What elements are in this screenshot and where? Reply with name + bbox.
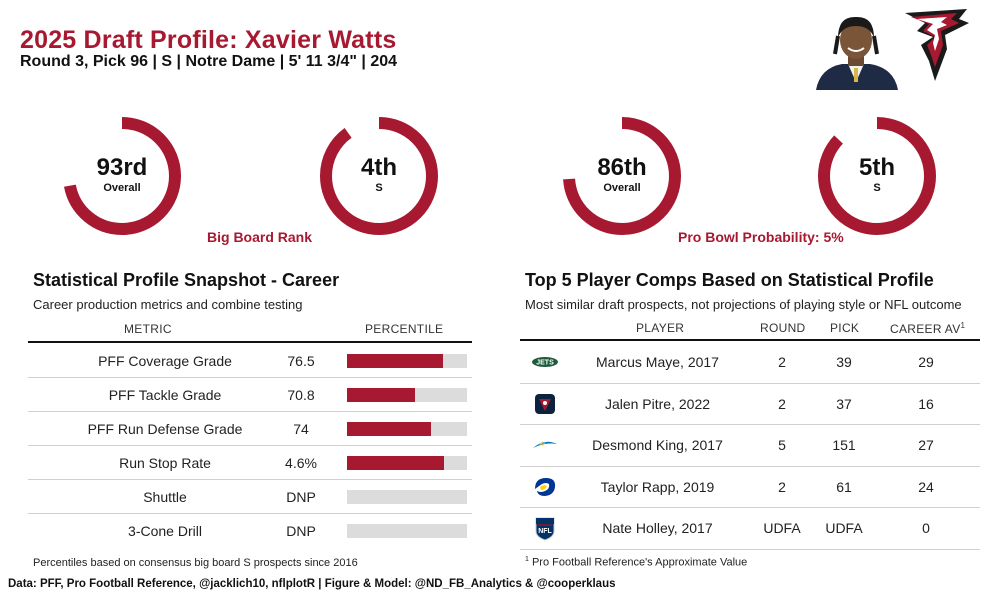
stat-metric-value: 74 <box>293 421 309 437</box>
comp-player-name: Desmond King, 2017 <box>592 437 723 453</box>
stat-metric-name: Run Stop Rate <box>119 455 211 471</box>
career-av-superscript: 1 <box>960 321 966 330</box>
stat-metric-name: Shuttle <box>143 489 187 505</box>
comps-footnote: 1 Pro Football Reference's Approximate V… <box>525 556 747 569</box>
comp-round: 2 <box>778 354 786 370</box>
percentile-bar-fill <box>347 388 416 402</box>
big-board-position-value: 4th <box>361 154 397 181</box>
percentile-bar-track <box>347 354 467 368</box>
percentile-bar-fill <box>347 354 443 368</box>
pro-bowl-position-ring <box>818 117 936 235</box>
row-divider <box>520 424 980 425</box>
percentile-bar-track <box>347 456 467 470</box>
career-av-label: CAREER AV <box>890 322 961 336</box>
comps-title: Top 5 Player Comps Based on Statistical … <box>525 270 934 290</box>
comp-round: 2 <box>778 478 786 495</box>
percentile-bar-fill <box>347 456 445 470</box>
row-divider <box>28 513 472 514</box>
comp-career-av: 29 <box>918 354 934 370</box>
comp-player-name: Nate Holley, 2017 <box>602 520 713 536</box>
stat-metric-name: PFF Coverage Grade <box>98 353 232 369</box>
row-divider <box>28 377 472 378</box>
comp-career-av: 16 <box>918 395 934 412</box>
credits-line: Data: PFF, Pro Football Reference, @jack… <box>8 578 616 590</box>
percentile-bar-track <box>347 524 467 538</box>
page-subtitle: Round 3, Pick 96 | S | Notre Dame | 5' 1… <box>20 53 398 70</box>
comp-pick: 39 <box>836 354 852 370</box>
comp-player-name: Taylor Rapp, 2019 <box>600 478 715 495</box>
texans-logo-icon <box>530 391 560 417</box>
rams-logo-icon <box>530 474 560 500</box>
player-column-header: PLAYER <box>636 321 685 335</box>
row-divider <box>520 507 980 508</box>
comp-pick: UDFA <box>825 520 863 536</box>
pro-bowl-overall-value: 86th <box>597 154 647 181</box>
row-divider <box>28 445 472 446</box>
percentile-column-header: PERCENTILE <box>365 322 444 336</box>
metric-column-header: METRIC <box>124 322 172 336</box>
comp-pick: 37 <box>836 395 852 412</box>
stat-profile-subtitle: Career production metrics and combine te… <box>33 297 303 312</box>
comps-footnote-text: Pro Football Reference's Approximate Val… <box>531 556 748 569</box>
comp-round: 2 <box>778 395 786 412</box>
row-divider <box>520 465 980 467</box>
comp-round: UDFA <box>763 520 801 536</box>
comp-pick: 151 <box>832 437 856 453</box>
big-board-position-ring <box>320 117 438 235</box>
stat-metric-value: 70.8 <box>287 387 315 403</box>
comp-player-name: Marcus Maye, 2017 <box>596 354 719 370</box>
row-divider <box>520 548 980 550</box>
career-av-column-header: CAREER AV1 <box>890 321 965 336</box>
percentile-bar-track <box>347 422 467 436</box>
stat-metric-value: DNP <box>286 523 316 539</box>
pro-bowl-caption: Pro Bowl Probability: 5% <box>678 229 844 245</box>
big-board-overall-ring <box>63 117 181 235</box>
big-board-position-label: S <box>375 182 383 194</box>
player-headshot <box>808 10 904 90</box>
row-divider <box>520 382 980 384</box>
falcons-logo-icon <box>905 9 969 81</box>
round-column-header: ROUND <box>760 321 806 335</box>
comp-player-name: Jalen Pitre, 2022 <box>604 395 711 412</box>
big-board-overall-label: Overall <box>103 182 141 194</box>
stat-profile-footnote: Percentiles based on consensus big board… <box>33 557 358 569</box>
chargers-logo-icon <box>530 432 560 458</box>
comps-header-rule <box>520 339 980 341</box>
pro-bowl-overall-ring <box>563 117 681 235</box>
big-board-caption: Big Board Rank <box>207 229 313 245</box>
pro-bowl-position-label: S <box>873 182 881 194</box>
comps-footnote-superscript: 1 <box>525 556 529 563</box>
row-divider <box>28 479 472 480</box>
pick-column-header: PICK <box>830 321 860 335</box>
stat-metric-name: PFF Run Defense Grade <box>87 421 243 437</box>
comp-pick: 61 <box>836 478 852 495</box>
comp-career-av: 27 <box>918 437 934 453</box>
svg-text:NFL: NFL <box>538 528 552 535</box>
stat-metric-name: PFF Tackle Grade <box>108 387 222 403</box>
comp-career-av: 24 <box>918 478 934 495</box>
percentile-bar-track <box>347 490 467 504</box>
comp-career-av: 0 <box>922 520 930 536</box>
comps-subtitle: Most similar draft prospects, not projec… <box>525 297 962 312</box>
stat-metric-value: 76.5 <box>287 353 315 369</box>
big-board-overall-value: 93rd <box>96 154 148 181</box>
percentile-bar-fill <box>347 422 431 436</box>
stat-metric-value: DNP <box>286 489 316 505</box>
stat-metric-name: 3-Cone Drill <box>128 523 202 539</box>
percentile-bar-track <box>347 388 467 402</box>
comp-round: 5 <box>778 437 786 453</box>
stat-header-rule <box>28 341 472 343</box>
svg-text:JETS: JETS <box>536 360 554 367</box>
stat-metric-value: 4.6% <box>285 455 317 471</box>
row-divider <box>28 411 472 412</box>
jets-logo-icon: JETS <box>530 349 560 375</box>
nfl-logo-icon: NFL <box>530 515 560 541</box>
stat-profile-title: Statistical Profile Snapshot - Career <box>33 270 340 290</box>
page-title: 2025 Draft Profile: Xavier Watts <box>20 26 397 54</box>
pro-bowl-overall-label: Overall <box>603 182 641 194</box>
pro-bowl-position-value: 5th <box>859 154 895 181</box>
